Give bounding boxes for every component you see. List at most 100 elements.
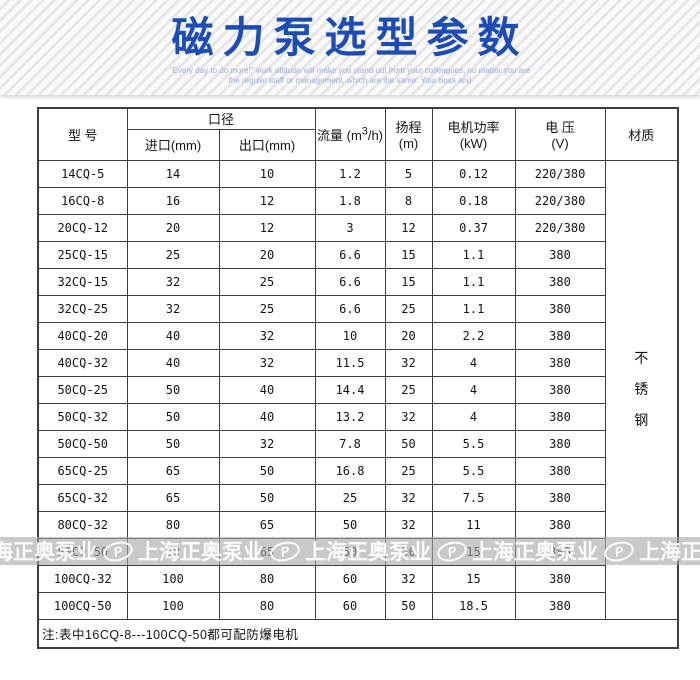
cell-power: 15 bbox=[431, 537, 516, 566]
cell-voltage: 380 bbox=[514, 321, 606, 350]
cell-model: 65CQ-32 bbox=[37, 483, 128, 512]
cell-power: 4 bbox=[431, 402, 516, 431]
spec-table-body: 14CQ-5 14 10 1.2 5 0.12 220/380 不锈钢 16CQ-8 16 12 1.… bbox=[37, 159, 679, 649]
cell-flow: 50 bbox=[314, 537, 386, 566]
cell-flow: 13.2 bbox=[314, 402, 386, 431]
cell-power: 0.18 bbox=[431, 186, 516, 215]
table-row: 80CQ-32 80 65 50 32 11 380 bbox=[37, 510, 678, 539]
header-power: 电机功率 (kW) bbox=[431, 107, 516, 161]
cell-flow: 6.6 bbox=[314, 240, 386, 269]
cell-outlet: 32 bbox=[218, 348, 316, 377]
cell-power: 0.12 bbox=[431, 159, 516, 188]
cell-outlet: 50 bbox=[218, 483, 316, 512]
cell-voltage: 380 bbox=[514, 591, 606, 620]
cell-inlet: 32 bbox=[126, 267, 220, 296]
banner: 磁力泵选型参数 "Every day to do more!" work att… bbox=[0, 0, 700, 95]
header-outlet: 出口(mm) bbox=[218, 128, 316, 161]
cell-head: 50 bbox=[384, 537, 433, 566]
table-row: 32CQ-15 32 25 6.6 15 1.1 380 bbox=[37, 267, 678, 296]
cell-model: 32CQ-15 bbox=[37, 267, 128, 296]
cell-inlet: 16 bbox=[126, 186, 220, 215]
cell-flow: 7.8 bbox=[314, 429, 386, 458]
cell-head: 25 bbox=[384, 294, 433, 323]
cell-model: 20CQ-12 bbox=[37, 213, 128, 242]
page-title: 磁力泵选型参数 bbox=[171, 14, 529, 61]
cell-model: 80CQ-32 bbox=[37, 510, 128, 539]
cell-power: 0.37 bbox=[431, 213, 516, 242]
cell-model: 25CQ-15 bbox=[37, 240, 128, 269]
table-row: 100CQ-50 100 80 60 50 18.5 380 bbox=[37, 591, 678, 620]
cell-flow: 60 bbox=[314, 564, 386, 593]
cell-head: 32 bbox=[384, 483, 433, 512]
cell-outlet: 20 bbox=[218, 240, 316, 269]
cell-inlet: 100 bbox=[126, 564, 220, 593]
table-row: 40CQ-20 40 32 10 20 2.2 380 bbox=[37, 321, 678, 350]
header-material: 材质 bbox=[604, 107, 679, 161]
cell-voltage: 380 bbox=[514, 240, 606, 269]
cell-power: 5.5 bbox=[431, 456, 516, 485]
cell-power: 11 bbox=[431, 510, 516, 539]
table-row: 50CQ-32 50 40 13.2 32 4 380 bbox=[37, 402, 678, 431]
table-row: 50CQ-50 80 65 50 50 15 380 bbox=[37, 537, 678, 566]
material-char: 钢 bbox=[634, 412, 649, 428]
header-head: 扬程 (m) bbox=[384, 107, 433, 161]
cell-head: 25 bbox=[384, 375, 433, 404]
cell-outlet: 40 bbox=[218, 375, 316, 404]
slogan-line-1: "Every day to do more!" work attitude wi… bbox=[169, 66, 531, 75]
cell-model: 50CQ-50 bbox=[37, 537, 128, 566]
cell-head: 15 bbox=[384, 240, 433, 269]
cell-power: 4 bbox=[431, 348, 516, 377]
table-row: 20CQ-12 20 12 3 12 0.37 220/380 bbox=[37, 213, 678, 242]
note-row: 注:表中16CQ-8---100CQ-50都可配防爆电机 bbox=[37, 618, 679, 649]
header-flow: 流量 (m3/h) bbox=[314, 107, 386, 161]
cell-model: 40CQ-20 bbox=[37, 321, 128, 350]
cell-voltage: 220/380 bbox=[514, 186, 606, 215]
cell-power: 2.2 bbox=[431, 321, 516, 350]
table-row: 14CQ-5 14 10 1.2 5 0.12 220/380 不锈钢 bbox=[37, 159, 679, 620]
cell-voltage: 380 bbox=[514, 564, 606, 593]
cell-outlet: 40 bbox=[218, 402, 316, 431]
cell-inlet: 40 bbox=[126, 348, 220, 377]
cell-voltage: 380 bbox=[514, 429, 606, 458]
cell-outlet: 32 bbox=[218, 321, 316, 350]
cell-power: 4 bbox=[431, 375, 516, 404]
cell-model: 16CQ-8 bbox=[37, 186, 128, 215]
cell-model: 14CQ-5 bbox=[37, 159, 128, 188]
cell-power: 7.5 bbox=[431, 483, 516, 512]
cell-outlet: 65 bbox=[218, 537, 316, 566]
cell-model: 50CQ-50 bbox=[37, 429, 128, 458]
footnote: 注:表中16CQ-8---100CQ-50都可配防爆电机 bbox=[37, 618, 679, 649]
cell-voltage: 380 bbox=[514, 537, 606, 566]
cell-inlet: 25 bbox=[126, 240, 220, 269]
table-row: 100CQ-32 100 80 60 32 15 380 bbox=[37, 564, 678, 593]
cell-model: 40CQ-32 bbox=[37, 348, 128, 377]
table-row: 40CQ-32 40 32 11.5 32 4 380 bbox=[37, 348, 678, 377]
cell-power: 15 bbox=[431, 564, 516, 593]
cell-inlet: 32 bbox=[126, 294, 220, 323]
cell-material: 不锈钢 bbox=[604, 159, 679, 620]
table-row: 65CQ-32 65 50 25 32 7.5 380 bbox=[37, 483, 678, 512]
cell-head: 50 bbox=[384, 429, 433, 458]
header-caliber-group: 口径 bbox=[126, 107, 316, 130]
header-inlet: 进口(mm) bbox=[126, 128, 220, 161]
material-char: 锈 bbox=[634, 381, 649, 397]
cell-outlet: 50 bbox=[218, 456, 316, 485]
cell-head: 12 bbox=[384, 213, 433, 242]
banner-slogan: "Every day to do more!" work attitude wi… bbox=[0, 66, 700, 86]
cell-voltage: 380 bbox=[514, 402, 606, 431]
cell-power: 1.1 bbox=[431, 267, 516, 296]
cell-outlet: 80 bbox=[218, 564, 316, 593]
cell-flow: 60 bbox=[314, 591, 386, 620]
cell-model: 100CQ-50 bbox=[37, 591, 128, 620]
cell-voltage: 380 bbox=[514, 483, 606, 512]
cell-inlet: 80 bbox=[126, 510, 220, 539]
table-row: 50CQ-25 50 40 14.4 25 4 380 bbox=[37, 375, 678, 404]
cell-power: 1.1 bbox=[431, 294, 516, 323]
cell-voltage: 380 bbox=[514, 294, 606, 323]
cell-inlet: 65 bbox=[126, 456, 220, 485]
cell-model: 50CQ-25 bbox=[37, 375, 128, 404]
cell-flow: 1.2 bbox=[314, 159, 386, 188]
cell-model: 50CQ-32 bbox=[37, 402, 128, 431]
cell-outlet: 25 bbox=[218, 294, 316, 323]
cell-flow: 50 bbox=[314, 510, 386, 539]
